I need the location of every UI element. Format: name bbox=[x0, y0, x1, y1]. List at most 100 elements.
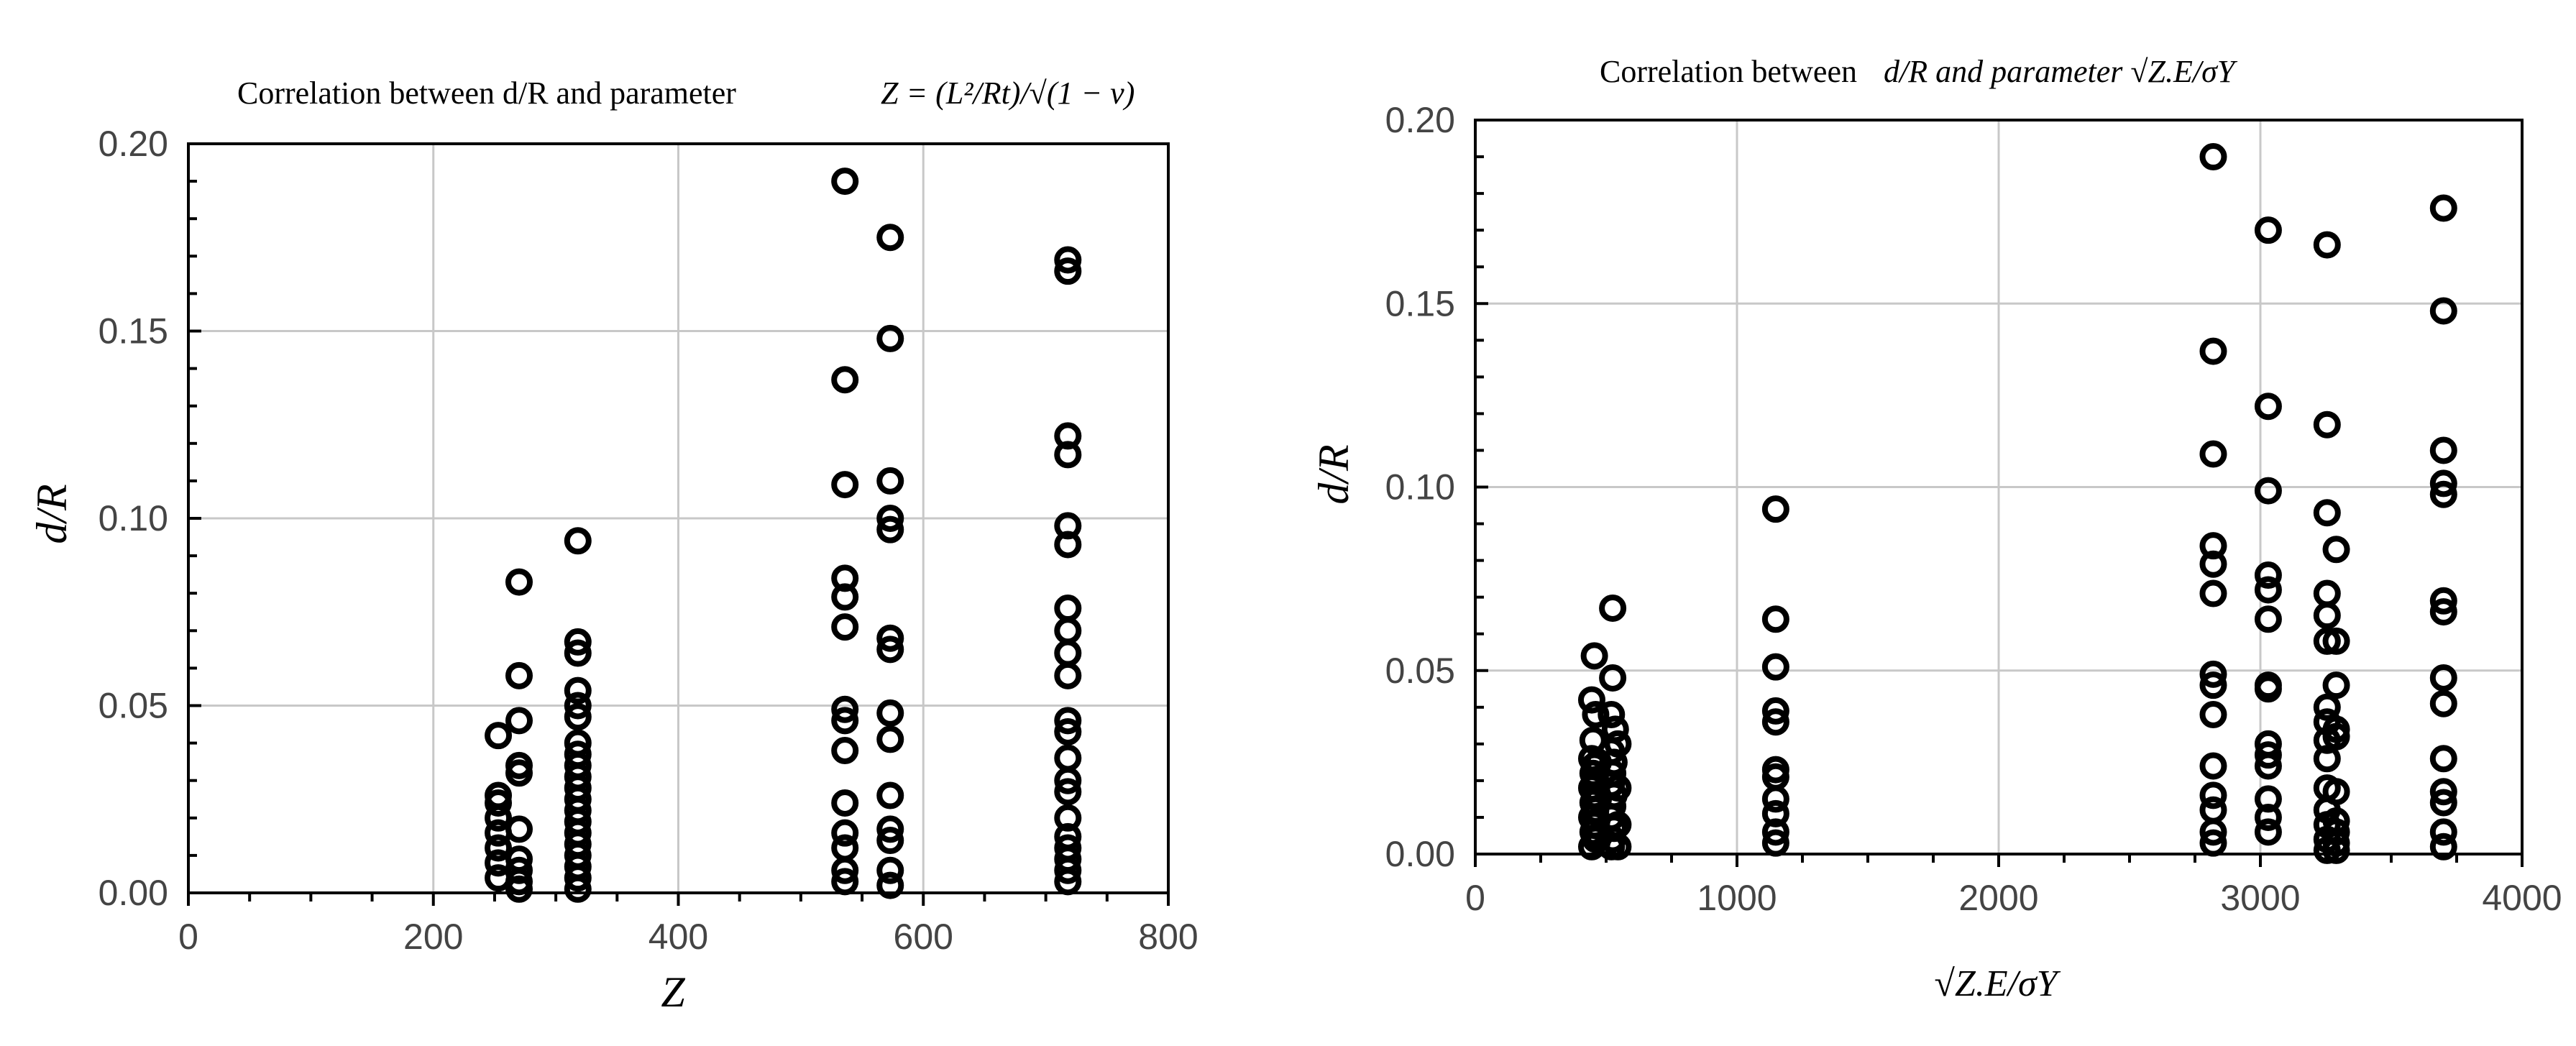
right-data-point bbox=[2429, 745, 2457, 773]
left-data-point bbox=[1054, 717, 1082, 745]
left-data-point bbox=[876, 505, 904, 532]
left-data-point bbox=[1054, 766, 1082, 794]
right-data-point bbox=[2199, 143, 2227, 171]
right-data-point bbox=[1604, 832, 1632, 861]
right-data-point bbox=[2322, 836, 2350, 864]
left-y-tick-label: 0.10 bbox=[98, 498, 168, 538]
right-data-point bbox=[2313, 693, 2341, 721]
left-data-point bbox=[505, 707, 533, 735]
left-data-point bbox=[1054, 778, 1082, 806]
right-data-point bbox=[2254, 216, 2282, 244]
right-y-tick-label: 0.10 bbox=[1385, 467, 1455, 508]
right-data-point bbox=[1577, 686, 1605, 714]
left-data-point bbox=[831, 366, 859, 394]
left-data-point bbox=[564, 628, 592, 656]
left-data-point bbox=[505, 815, 533, 843]
left-data-point bbox=[831, 613, 859, 641]
left-data-point bbox=[1054, 246, 1082, 274]
right-y-tick-label: 0.15 bbox=[1385, 283, 1455, 324]
right-data-point bbox=[2254, 605, 2282, 633]
left-data-point bbox=[876, 827, 904, 855]
right-data-point bbox=[2429, 297, 2457, 325]
right-data-point bbox=[2254, 785, 2282, 813]
left-data-point bbox=[876, 856, 904, 884]
left-data-point bbox=[564, 875, 592, 903]
right-data-point bbox=[2199, 818, 2227, 846]
right-data-point bbox=[1604, 730, 1632, 758]
left-y-tick-label: 0.05 bbox=[98, 686, 168, 726]
left-scatter-chart: Correlation between d/R and parameter Z … bbox=[28, 75, 1198, 1016]
right-data-point bbox=[1761, 829, 1789, 857]
left-data-point bbox=[876, 515, 904, 543]
left-data-point bbox=[564, 692, 592, 720]
left-data-point bbox=[876, 699, 904, 727]
right-data-point bbox=[1761, 495, 1789, 523]
left-data-point bbox=[831, 707, 859, 735]
right-data-point bbox=[1604, 774, 1632, 802]
left-x-tick-label: 200 bbox=[403, 917, 463, 957]
left-y-tick-label: 0.00 bbox=[98, 873, 168, 913]
left-data-point bbox=[831, 834, 859, 862]
right-x-tick-label: 1000 bbox=[1697, 878, 1777, 918]
left-data-point bbox=[876, 636, 904, 664]
right-data-point bbox=[2429, 598, 2457, 626]
right-data-point bbox=[2199, 440, 2227, 468]
left-data-point bbox=[564, 864, 592, 892]
left-data-point bbox=[831, 695, 859, 723]
left-data-point bbox=[831, 737, 859, 765]
right-data-point bbox=[2199, 671, 2227, 699]
right-data-point bbox=[2199, 701, 2227, 729]
right-data-point bbox=[1761, 653, 1789, 681]
left-data-point bbox=[831, 168, 859, 196]
right-data-point bbox=[2429, 832, 2457, 861]
right-data-point bbox=[2199, 752, 2227, 780]
left-x-tick-label: 400 bbox=[648, 917, 708, 957]
right-data-point bbox=[2199, 829, 2227, 857]
left-data-point bbox=[831, 789, 859, 817]
right-y-axis-label: d/R bbox=[1310, 444, 1357, 504]
right-data-point bbox=[2322, 671, 2350, 699]
left-data-point bbox=[564, 527, 592, 555]
left-data-point bbox=[1054, 257, 1082, 285]
left-data-point bbox=[876, 871, 904, 899]
left-data-point bbox=[1054, 617, 1082, 645]
right-chart-title-prefix: Correlation between bbox=[1600, 54, 1857, 89]
left-chart-title-prefix: Correlation between d/R and parameter bbox=[237, 75, 736, 111]
left-data-point bbox=[876, 224, 904, 252]
right-data-point bbox=[2254, 752, 2282, 780]
right-data-point bbox=[1761, 818, 1789, 846]
right-data-point bbox=[2429, 469, 2457, 497]
left-data-point bbox=[485, 722, 513, 750]
right-data-point bbox=[2322, 536, 2350, 564]
right-y-tick-label: 0.00 bbox=[1385, 834, 1455, 874]
right-data-point bbox=[2313, 745, 2341, 773]
right-scatter-chart: Correlation between d/R and parameter √Z… bbox=[1310, 54, 2562, 1004]
right-data-point bbox=[2313, 579, 2341, 607]
left-data-point bbox=[876, 324, 904, 352]
right-data-point bbox=[2322, 818, 2350, 846]
left-data-point bbox=[1054, 856, 1082, 884]
left-y-axis-label: d/R bbox=[28, 484, 75, 543]
left-y-tick-label: 0.20 bbox=[98, 124, 168, 164]
right-chart-title-formula: d/R and parameter √Z.E/σY bbox=[1884, 54, 2238, 89]
left-data-point bbox=[831, 868, 859, 896]
left-data-point bbox=[831, 583, 859, 611]
left-data-point bbox=[1054, 441, 1082, 469]
right-data-point bbox=[2254, 561, 2282, 589]
right-data-point bbox=[2313, 602, 2341, 630]
right-data-point bbox=[2429, 194, 2457, 222]
left-x-tick-label: 800 bbox=[1138, 917, 1198, 957]
left-data-point bbox=[876, 781, 904, 809]
left-data-point bbox=[876, 725, 904, 753]
right-data-point bbox=[2254, 818, 2282, 846]
right-x-tick-label: 3000 bbox=[2220, 878, 2300, 918]
left-chart-title-formula: Z = (L²/Rt)/√(1 − ν) bbox=[881, 75, 1135, 111]
right-data-point bbox=[2199, 337, 2227, 365]
right-x-axis-label: √Z.E/σY bbox=[1934, 963, 2061, 1004]
right-data-point bbox=[1761, 697, 1789, 725]
right-data-point bbox=[2254, 741, 2282, 769]
right-y-tick-label: 0.05 bbox=[1385, 651, 1455, 691]
right-data-point bbox=[2254, 576, 2282, 604]
left-data-point bbox=[831, 856, 859, 884]
